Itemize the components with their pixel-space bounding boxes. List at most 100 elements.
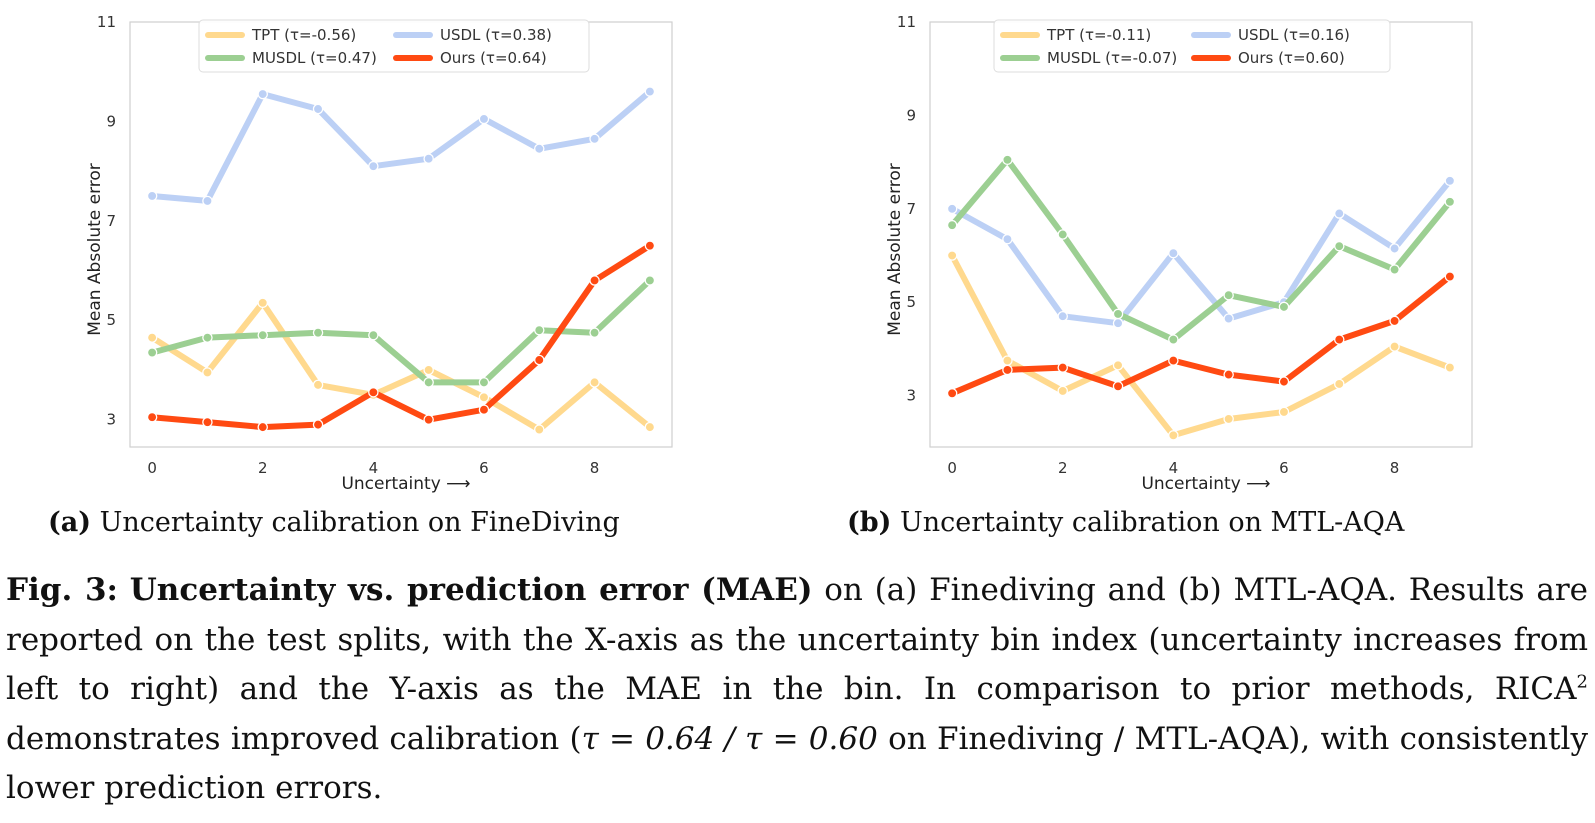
caption-math: τ = 0.64 / τ = 0.60 xyxy=(581,720,878,757)
x-axis-label: Uncertainty ⟶ xyxy=(341,474,470,494)
data-point xyxy=(257,329,268,341)
data-point xyxy=(478,404,490,415)
x-tick-label: 6 xyxy=(1279,459,1289,477)
data-point xyxy=(1389,341,1400,352)
subfigure-label: (b) xyxy=(847,507,891,538)
subfigure-caption: (b) Uncertainty calibration on MTL-AQA xyxy=(847,507,1405,538)
x-tick-label: 8 xyxy=(1390,459,1400,477)
data-point xyxy=(589,275,600,286)
data-point xyxy=(1057,229,1068,240)
data-point xyxy=(1057,310,1068,322)
x-tick-label: 4 xyxy=(369,459,379,477)
caption-fig-label: Fig. 3: xyxy=(6,572,118,608)
x-tick-label: 6 xyxy=(479,459,489,477)
data-point xyxy=(946,250,958,261)
data-point xyxy=(1002,233,1013,245)
data-point xyxy=(1444,362,1456,373)
series-line-3 xyxy=(149,242,653,431)
data-point xyxy=(368,160,379,172)
data-point xyxy=(257,88,268,100)
data-point xyxy=(368,329,379,341)
data-point xyxy=(146,190,158,202)
data-point xyxy=(423,153,434,164)
legend-label: USDL (τ=0.16) xyxy=(1238,26,1350,44)
legend-label: Ours (τ=0.60) xyxy=(1238,49,1345,67)
data-point xyxy=(146,347,158,358)
caption-text-2: demonstrates improved calibration ( xyxy=(6,720,582,757)
y-tick-label: 3 xyxy=(106,411,116,429)
data-point xyxy=(312,103,324,115)
data-point xyxy=(1112,308,1124,320)
plot-frame xyxy=(929,21,1473,448)
data-point xyxy=(534,143,545,155)
subfigure-label: (a) xyxy=(48,507,91,538)
data-point xyxy=(202,367,213,378)
chart-panel-b: 0 2 4 6 8 3 5 7 9 11 Uncertainty ⟶ Mean Absolute er… xyxy=(847,13,1473,538)
data-point xyxy=(368,387,379,398)
data-point xyxy=(202,195,213,207)
legend-label: Ours (τ=0.64) xyxy=(440,49,547,67)
data-point xyxy=(423,414,434,425)
data-point xyxy=(1334,378,1345,390)
y-tick-label: 9 xyxy=(906,106,916,124)
data-point xyxy=(1334,334,1345,345)
data-point xyxy=(946,203,958,215)
legend-box xyxy=(993,19,1391,73)
legend: TPT (τ=-0.11) USDL (τ=0.16) MUSDL (τ=-0.07… xyxy=(993,19,1391,73)
y-tick-label: 9 xyxy=(106,112,116,130)
data-point xyxy=(1168,247,1179,259)
data-point xyxy=(589,377,600,388)
y-tick-label: 7 xyxy=(106,212,116,230)
y-axis-label: Mean Absolute error xyxy=(885,163,905,336)
y-tick-label: 11 xyxy=(97,13,116,31)
y-tick-label: 5 xyxy=(106,311,116,329)
series-line-2 xyxy=(949,156,1453,343)
y-axis-label: Mean Absolute error xyxy=(85,163,105,336)
data-point xyxy=(1389,243,1400,254)
series-line-0 xyxy=(149,299,653,433)
data-point xyxy=(1168,334,1179,345)
data-point xyxy=(1278,376,1290,387)
data-point xyxy=(589,327,600,338)
data-point xyxy=(946,219,958,231)
legend: TPT (τ=-0.56) USDL (τ=0.38) MUSDL (τ=0.47)… xyxy=(198,19,590,73)
legend-label: USDL (τ=0.38) xyxy=(440,26,552,44)
data-point xyxy=(1057,385,1068,397)
x-tick-label: 0 xyxy=(947,459,957,477)
caption-text-3: on Finediving / MTL-AQA), with consisten… xyxy=(6,720,1588,807)
series-line-1 xyxy=(949,177,1453,327)
series-line-2 xyxy=(149,277,653,386)
legend-label: MUSDL (τ=-0.07) xyxy=(1047,49,1177,67)
caption-bold-title: Uncertainty vs. prediction error (MAE) xyxy=(129,572,813,608)
data-point xyxy=(1168,430,1179,441)
data-point xyxy=(146,332,158,343)
data-point xyxy=(1389,315,1400,327)
subfigure-caption: (a) Uncertainty calibration on FineDivin… xyxy=(48,507,620,538)
subfigure-caption-text: Uncertainty calibration on MTL-AQA xyxy=(891,507,1404,538)
data-point xyxy=(1112,317,1124,329)
data-point xyxy=(946,388,958,399)
data-point xyxy=(312,419,324,430)
series-line-3 xyxy=(949,273,1453,397)
data-point xyxy=(423,377,434,388)
data-point xyxy=(1223,369,1234,380)
data-point xyxy=(423,364,434,376)
data-point xyxy=(478,392,490,403)
data-point xyxy=(1444,175,1456,187)
x-tick-label: 2 xyxy=(1058,459,1068,477)
caption-superscript: 2 xyxy=(1576,671,1588,693)
legend-label: TPT (τ=-0.56) xyxy=(251,26,356,44)
legend-label: MUSDL (τ=0.47) xyxy=(252,49,377,67)
caption-text-1: on (a) Finediving and (b) MTL-AQA. Resul… xyxy=(6,572,1588,707)
y-tick-label: 7 xyxy=(906,200,916,218)
chart-panel-a: 0 2 4 6 8 3 5 7 9 11 Uncertainty ⟶ Mean Absolute er… xyxy=(48,13,673,538)
series-line-1 xyxy=(149,88,653,204)
data-point xyxy=(534,324,545,336)
data-point xyxy=(1278,301,1290,313)
data-point xyxy=(257,297,268,309)
data-point xyxy=(1223,289,1234,301)
figure: 0 2 4 6 8 3 5 7 9 11 Uncertainty ⟶ Mean Absolute er… xyxy=(48,13,1473,538)
data-point xyxy=(1002,355,1013,366)
data-point xyxy=(478,113,490,125)
data-point xyxy=(312,327,324,338)
